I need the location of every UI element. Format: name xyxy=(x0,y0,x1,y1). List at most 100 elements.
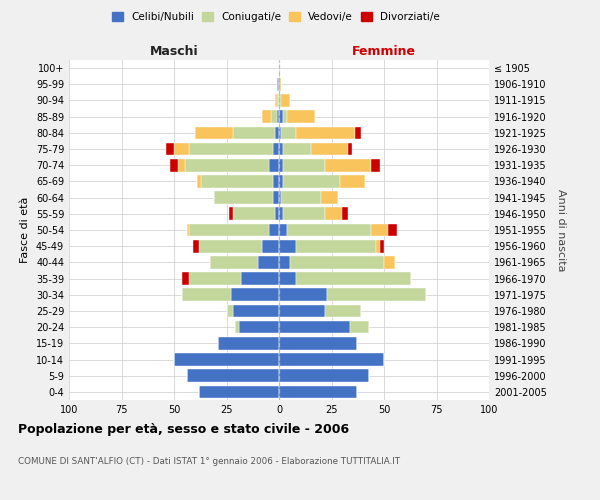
Bar xyxy=(321,192,338,204)
Bar xyxy=(325,304,361,318)
Bar xyxy=(371,159,380,172)
Bar xyxy=(199,240,262,252)
Bar xyxy=(279,159,283,172)
Text: Maschi: Maschi xyxy=(149,44,199,58)
Bar xyxy=(233,304,279,318)
Bar xyxy=(279,94,281,107)
Bar xyxy=(178,159,185,172)
Bar xyxy=(279,353,384,366)
Bar xyxy=(283,110,287,123)
Bar xyxy=(279,256,290,268)
Bar xyxy=(348,142,352,156)
Bar xyxy=(233,208,275,220)
Bar xyxy=(262,240,279,252)
Bar xyxy=(340,175,365,188)
Bar xyxy=(279,110,283,123)
Bar xyxy=(279,126,281,139)
Text: Popolazione per età, sesso e stato civile - 2006: Popolazione per età, sesso e stato civil… xyxy=(18,422,349,436)
Bar xyxy=(214,192,272,204)
Bar xyxy=(269,159,279,172)
Bar xyxy=(182,272,189,285)
Bar xyxy=(283,142,311,156)
Text: Femmine: Femmine xyxy=(352,44,416,58)
Bar xyxy=(269,224,279,236)
Bar xyxy=(328,288,426,301)
Bar xyxy=(277,78,279,90)
Bar xyxy=(279,272,296,285)
Bar xyxy=(279,370,369,382)
Bar xyxy=(262,110,271,123)
Bar xyxy=(187,370,279,382)
Bar xyxy=(296,240,376,252)
Text: COMUNE DI SANT'ALFIO (CT) - Dati ISTAT 1° gennaio 2006 - Elaborazione TUTTITALIA: COMUNE DI SANT'ALFIO (CT) - Dati ISTAT 1… xyxy=(18,458,400,466)
Bar xyxy=(174,353,279,366)
Bar xyxy=(380,240,384,252)
Bar xyxy=(384,256,395,268)
Y-axis label: Anni di nascita: Anni di nascita xyxy=(556,188,566,271)
Bar xyxy=(195,126,233,139)
Bar xyxy=(199,386,279,398)
Bar xyxy=(281,94,290,107)
Bar xyxy=(342,208,348,220)
Bar xyxy=(279,321,350,334)
Bar xyxy=(311,142,348,156)
Bar xyxy=(239,321,279,334)
Bar xyxy=(174,142,189,156)
Bar xyxy=(376,240,380,252)
Bar xyxy=(187,224,189,236)
Bar xyxy=(185,159,269,172)
Bar xyxy=(272,192,279,204)
Bar xyxy=(235,321,239,334)
Bar xyxy=(241,272,279,285)
Bar xyxy=(350,321,369,334)
Bar xyxy=(355,126,361,139)
Bar xyxy=(227,304,233,318)
Bar xyxy=(290,256,384,268)
Bar xyxy=(182,288,231,301)
Bar xyxy=(210,256,258,268)
Bar xyxy=(229,208,233,220)
Bar xyxy=(233,126,275,139)
Bar xyxy=(193,240,199,252)
Bar xyxy=(325,208,342,220)
Bar xyxy=(279,304,325,318)
Bar xyxy=(279,337,356,349)
Bar xyxy=(279,78,281,90)
Bar xyxy=(296,272,412,285)
Bar xyxy=(281,192,321,204)
Bar xyxy=(272,175,279,188)
Bar xyxy=(277,110,279,123)
Bar xyxy=(279,208,283,220)
Bar xyxy=(279,175,283,188)
Bar xyxy=(279,224,287,236)
Bar xyxy=(231,288,279,301)
Bar xyxy=(271,110,277,123)
Bar xyxy=(287,110,314,123)
Legend: Celibi/Nubili, Coniugati/e, Vedovi/e, Divorziati/e: Celibi/Nubili, Coniugati/e, Vedovi/e, Di… xyxy=(108,8,444,26)
Bar xyxy=(202,175,272,188)
Bar xyxy=(279,142,283,156)
Bar xyxy=(189,224,269,236)
Bar xyxy=(275,94,277,107)
Bar xyxy=(197,175,202,188)
Bar xyxy=(258,256,279,268)
Bar xyxy=(277,94,279,107)
Y-axis label: Fasce di età: Fasce di età xyxy=(20,197,30,263)
Bar xyxy=(283,175,340,188)
Bar xyxy=(272,142,279,156)
Bar xyxy=(170,159,178,172)
Bar xyxy=(279,386,356,398)
Bar xyxy=(287,224,371,236)
Bar xyxy=(275,208,279,220)
Bar xyxy=(188,142,272,156)
Bar xyxy=(296,126,355,139)
Bar xyxy=(279,288,328,301)
Bar xyxy=(281,126,296,139)
Bar xyxy=(166,142,174,156)
Bar xyxy=(371,224,388,236)
Bar xyxy=(279,192,281,204)
Bar xyxy=(279,240,296,252)
Bar xyxy=(188,272,241,285)
Bar xyxy=(325,159,371,172)
Bar xyxy=(388,224,397,236)
